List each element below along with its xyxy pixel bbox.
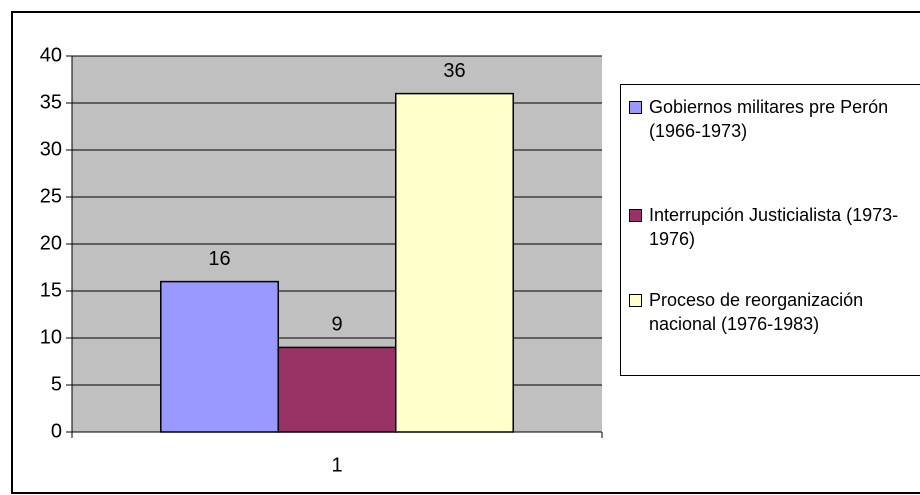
y-tick-label: 20 [40,232,62,254]
legend-label: Proceso de reorganización nacional (1976… [649,290,864,334]
data-label: 9 [331,314,342,336]
y-tick-label: 25 [40,185,62,207]
bar [277,346,397,433]
y-tick-label: 10 [40,326,62,348]
y-tick-label: 5 [51,373,62,395]
data-label: 16 [208,248,230,270]
legend-swatch [629,294,642,307]
legend-label: Interrupción Justicialista (1973-1976) [649,205,899,249]
legend-entry: Proceso de reorganización nacional (1976… [629,288,919,336]
legend-entry: Interrupción Justicialista (1973-1976) [629,203,919,251]
y-tick-label: 40 [40,44,62,66]
x-tick-label: 1 [331,454,342,476]
legend-swatch [629,101,642,114]
y-tick-label: 0 [51,420,62,442]
legend: Gobiernos militares pre Perón (1966-1973… [620,84,920,376]
y-tick-label: 30 [40,138,62,160]
legend-entry: Gobiernos militares pre Perón (1966-1973… [629,95,919,143]
y-tick-label: 15 [40,279,62,301]
bar [160,280,280,433]
y-tick-label: 35 [40,91,62,113]
data-label: 36 [443,60,465,82]
bar [394,92,514,433]
legend-swatch [629,209,642,222]
legend-label: Gobiernos militares pre Perón (1966-1973… [649,97,889,141]
